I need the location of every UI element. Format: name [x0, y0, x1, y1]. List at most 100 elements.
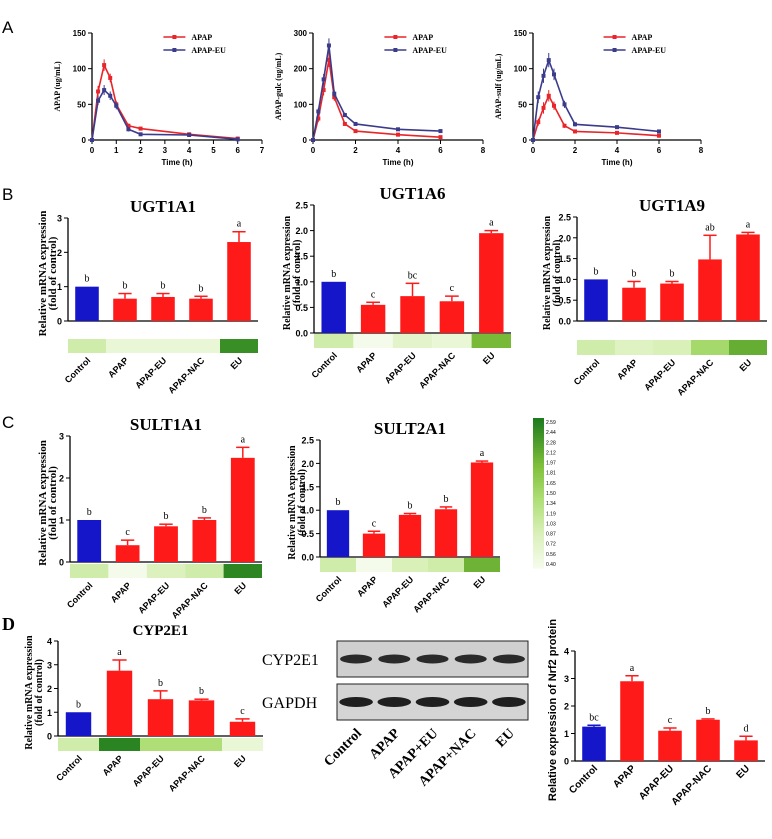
heatmap-cell	[392, 334, 433, 348]
data-point	[138, 126, 143, 131]
panel-label-c: C	[2, 413, 14, 432]
bar-apap-eu	[660, 283, 684, 321]
scale-tick-label: 1.19	[546, 511, 556, 517]
bar-eu	[470, 462, 494, 557]
scale-cell	[533, 465, 544, 469]
category-label: APAP-NAC	[170, 580, 211, 621]
legend-marker	[393, 48, 398, 52]
scale-cell	[533, 448, 544, 452]
data-point	[342, 113, 347, 118]
category-label: APAP	[354, 350, 378, 374]
scale-cell	[533, 425, 544, 429]
significance-letter: c	[125, 527, 130, 538]
scale-cell	[533, 453, 544, 457]
y-tick-label: 300	[294, 29, 308, 38]
data-point	[657, 129, 661, 134]
scale-cell	[533, 433, 544, 437]
data-point	[235, 137, 240, 142]
scale-cell	[533, 428, 544, 432]
category-label: Control	[309, 350, 339, 380]
category-label: Control	[63, 355, 93, 385]
significance-letter: b	[594, 266, 599, 277]
heatmap-cell	[653, 340, 691, 355]
y-tick-label: 3	[57, 214, 62, 224]
x-tick-label: 0	[311, 146, 316, 155]
series-line-apap-eu	[312, 45, 441, 141]
y-tick-label: 1.0	[295, 277, 308, 287]
category-label: APAP-NAC	[417, 350, 458, 391]
legend-label: APAP	[632, 33, 653, 42]
scale-cell	[533, 470, 544, 474]
chart-title: UGT1A6	[379, 184, 445, 203]
category-label: APAP-EU	[642, 357, 677, 392]
y-tick-label: 2.5	[558, 213, 571, 223]
data-point	[102, 88, 107, 93]
significance-letter: d	[744, 723, 749, 734]
blot-band-cyp2e1	[340, 654, 373, 664]
scale-cell	[533, 473, 544, 477]
scale-cell	[533, 550, 544, 554]
y-axis-label: Relative mRNA expression	[37, 211, 49, 337]
scale-tick-label: 1.50	[546, 491, 556, 497]
heatmap-cell	[428, 558, 464, 572]
bar-chart-sult1a1: SULT1A1 0 1 2 3 Relative mRNA expression(fold…	[37, 415, 262, 621]
x-axis-label: Time (h)	[602, 158, 633, 167]
x-tick-label: 2	[138, 146, 143, 155]
scale-tick-label: 0.40	[546, 562, 556, 568]
significance-letter: b	[87, 507, 92, 518]
scale-tick-label: 0.56	[546, 552, 556, 558]
y-tick-label: 0.0	[558, 317, 571, 327]
line-chart-apap-gulc: 0 100 200 300 0 2 4 6 8 Time (h) APAP-gulc (ug/mL)…	[274, 29, 486, 167]
bar-control	[326, 510, 350, 557]
scale-cell	[533, 493, 544, 497]
bar-apap-eu	[147, 699, 174, 736]
category-label: APAP	[615, 357, 639, 381]
y-tick-label: 0.5	[301, 529, 314, 539]
significance-letter: b	[199, 686, 204, 697]
blot-lane-label: Control	[321, 726, 365, 770]
significance-letter: c	[450, 283, 455, 294]
x-tick-label: 6	[235, 146, 240, 155]
bar-chart-ugt1a1: UGT1A1 0 1 2 3 Relative mRNA expression(fold …	[37, 197, 258, 396]
data-point	[353, 121, 358, 126]
category-label: Control	[572, 357, 602, 387]
heatmap-cell	[615, 340, 653, 355]
significance-letter: a	[489, 218, 494, 229]
data-point	[342, 121, 347, 126]
scale-cell	[533, 460, 544, 464]
scale-cell	[533, 430, 544, 434]
scale-cell	[533, 548, 544, 552]
bar-apap-eu	[400, 296, 425, 333]
bar-control	[321, 281, 346, 333]
blot-band-cyp2e1	[492, 654, 525, 664]
category-label: EU	[737, 357, 753, 373]
scale-tick-label: 0.72	[546, 542, 556, 548]
data-point	[396, 127, 400, 132]
y-tick-label: 1	[47, 708, 52, 718]
x-tick-label: 1	[114, 146, 119, 155]
significance-letter: a	[237, 219, 242, 230]
y-tick-label: 50	[77, 100, 86, 109]
y-tick-label: 3	[564, 674, 569, 684]
data-point	[573, 122, 577, 127]
scale-tick-label: 2.44	[546, 430, 556, 436]
blot-band-cyp2e1	[378, 654, 411, 664]
y-tick-label: 0	[82, 136, 87, 145]
data-point	[353, 129, 358, 134]
bar-control	[582, 726, 606, 761]
category-label: APAP-EU	[136, 580, 171, 615]
significance-letter: ab	[705, 222, 714, 233]
scale-cell	[533, 500, 544, 504]
category-label: APAP	[611, 763, 638, 790]
data-point	[546, 58, 551, 63]
y-tick-label: 1.5	[301, 482, 314, 492]
scale-tick-label: 2.28	[546, 440, 556, 446]
heatmap-cell	[577, 340, 615, 355]
data-point	[332, 91, 337, 96]
bar-apap-nac	[189, 298, 213, 321]
x-tick-label: 4	[187, 146, 192, 155]
heatmap-cell	[108, 564, 147, 578]
scale-cell	[533, 485, 544, 489]
data-point	[541, 73, 546, 78]
